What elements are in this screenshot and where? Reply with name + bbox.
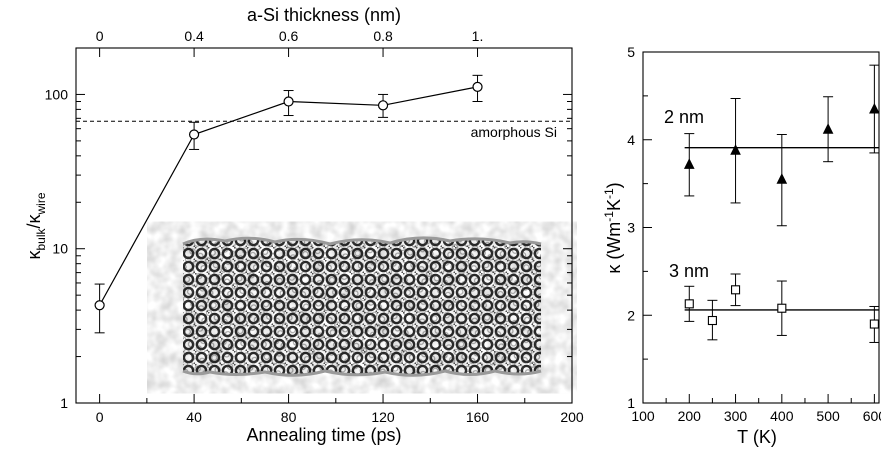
right-x-axis-label: T (K) [737,427,777,447]
nanowire-inset-image [182,236,542,379]
right-x-tick-label: 200 [678,408,702,424]
left-y-axis-label: κbulk/κwire [24,192,48,259]
top-x-tick-label: 0 [96,28,104,44]
right-x-tick-label: 500 [816,408,840,424]
data-point-square [684,299,694,309]
data-point-square [707,315,717,326]
series-label-2nm: 2 nm [664,107,704,127]
left-x-axis-label: Annealing time (ps) [246,425,401,445]
data-point [377,100,389,111]
data-point-square [869,319,879,329]
data-point-square [730,285,741,295]
left-y-tick-label: 100 [45,86,69,102]
left-x-tick-label: 80 [281,409,297,425]
right-y-tick-label: 1 [627,395,635,411]
right-y-tick-label: 3 [627,220,635,236]
top-x-tick-label: 0.4 [184,28,204,44]
left-x-tick-label: 40 [186,409,202,425]
top-x-tick-label: 0.8 [373,28,393,44]
left-y-tick-label: 10 [52,241,68,257]
data-point-triangle [730,144,741,155]
left-y-tick-label: 1 [60,395,68,411]
left-plot-frame [75,47,573,404]
data-point-triangle [776,173,788,184]
left-panel: 0 40 80 120 160 200 1 10 100 0 0.4 0.6 0.8 1. amorph… [24,5,584,445]
amorphous-si-label: amorphous Si [471,124,557,140]
data-point-triangle [683,158,695,169]
series-label-3nm: 3 nm [669,261,709,281]
right-x-tick-label: 600 [863,408,881,424]
top-x-tick-label: 1. [472,28,484,44]
right-y-tick-label: 4 [627,132,635,148]
right-x-tick-label: 100 [631,408,655,424]
right-y-axis-label: κ (Wm-1K-1) [602,182,624,273]
data-point [472,81,483,92]
left-x-tick-label: 0 [96,409,104,425]
right-y-tick-label: 5 [627,44,635,60]
top-x-axis-label: a-Si thickness (nm) [247,5,401,25]
data-point-triangle [822,123,834,134]
left-x-tick-label: 120 [371,409,395,425]
right-plot-frame [642,51,880,404]
right-x-tick-label: 400 [770,408,794,424]
data-point-triangle [869,102,880,114]
right-y-tick-label: 2 [627,307,635,323]
data-point [188,129,200,140]
right-panel: 10020030040050060012345 2 nm 3 nm T (K) … [602,44,881,447]
data-point [94,300,105,311]
data-point [283,96,294,107]
data-point-square [777,303,787,313]
right-x-tick-label: 300 [724,408,748,424]
top-x-tick-label: 0.6 [279,28,299,44]
left-x-tick-label: 200 [560,409,584,425]
left-x-tick-label: 160 [466,409,490,425]
